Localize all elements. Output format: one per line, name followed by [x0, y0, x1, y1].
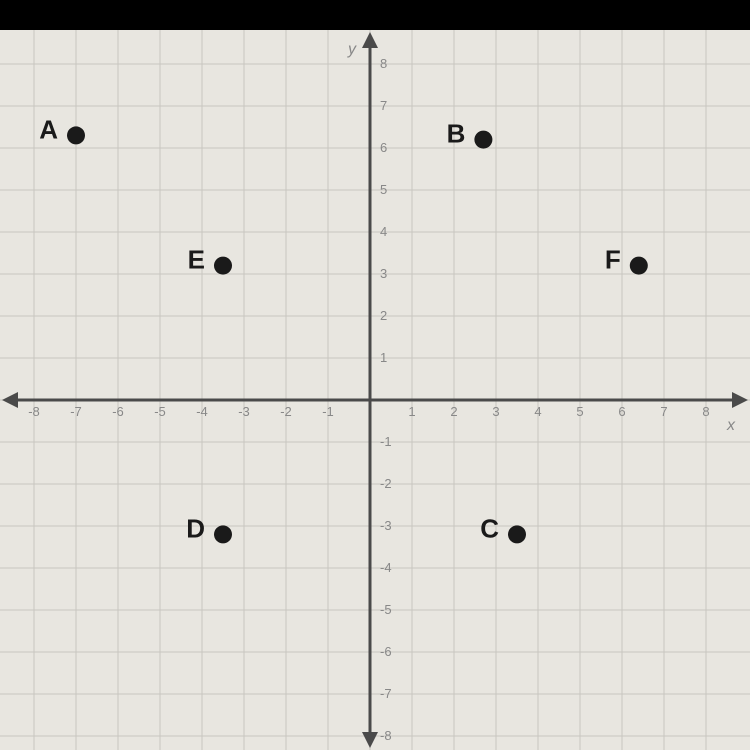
- point-E: [214, 257, 232, 275]
- x-tick-label: -6: [112, 404, 124, 419]
- x-tick-label: -1: [322, 404, 334, 419]
- point-label-A: A: [39, 114, 58, 144]
- x-tick-label: -8: [28, 404, 40, 419]
- y-tick-label: 2: [380, 308, 387, 323]
- x-tick-label: -2: [280, 404, 292, 419]
- x-axis-arrow-right: [732, 392, 748, 408]
- x-tick-label: -7: [70, 404, 82, 419]
- x-tick-label: 4: [534, 404, 541, 419]
- x-tick-label: 3: [492, 404, 499, 419]
- y-tick-label: 8: [380, 56, 387, 71]
- x-tick-label: 5: [576, 404, 583, 419]
- point-C: [508, 525, 526, 543]
- point-label-E: E: [188, 245, 205, 275]
- point-B: [474, 131, 492, 149]
- y-tick-label: -4: [380, 560, 392, 575]
- x-tick-label: 6: [618, 404, 625, 419]
- x-tick-label: 1: [408, 404, 415, 419]
- x-tick-label: 7: [660, 404, 667, 419]
- point-label-D: D: [186, 513, 205, 543]
- y-tick-label: 3: [380, 266, 387, 281]
- y-tick-label: -5: [380, 602, 392, 617]
- x-tick-label: 2: [450, 404, 457, 419]
- x-axis-arrow-left: [2, 392, 18, 408]
- y-axis-arrow-up: [362, 32, 378, 48]
- chart-container: -8 -7 -6 -5 -4 -3 -2 -1 1 2 3 4 5 6 7 8 -8 -7 -6 -5 -4 -3 -2 -1…: [0, 30, 750, 750]
- y-axis-arrow-down: [362, 732, 378, 748]
- y-tick-label: -3: [380, 518, 392, 533]
- plot-svg: -8 -7 -6 -5 -4 -3 -2 -1 1 2 3 4 5 6 7 8 -8 -7 -6 -5 -4 -3 -2 -1…: [0, 30, 750, 750]
- y-tick-label: -8: [380, 728, 392, 743]
- point-label-C: C: [480, 513, 499, 543]
- y-tick-label: -1: [380, 434, 392, 449]
- x-tick-label: -4: [196, 404, 208, 419]
- coordinate-plane: -8 -7 -6 -5 -4 -3 -2 -1 1 2 3 4 5 6 7 8 -8 -7 -6 -5 -4 -3 -2 -1…: [0, 30, 750, 750]
- point-A: [67, 126, 85, 144]
- x-tick-label: -3: [238, 404, 250, 419]
- y-tick-label: -6: [380, 644, 392, 659]
- y-tick-label: 7: [380, 98, 387, 113]
- y-tick-label: -2: [380, 476, 392, 491]
- y-tick-label: -7: [380, 686, 392, 701]
- y-tick-label: 5: [380, 182, 387, 197]
- point-label-F: F: [605, 245, 621, 275]
- y-tick-label: 1: [380, 350, 387, 365]
- point-D: [214, 525, 232, 543]
- point-F: [630, 257, 648, 275]
- x-axis-label: x: [726, 417, 736, 434]
- x-tick-label: -5: [154, 404, 166, 419]
- y-tick-label: 4: [380, 224, 387, 239]
- point-label-B: B: [447, 119, 466, 149]
- y-tick-label: 6: [380, 140, 387, 155]
- y-axis-label: y: [347, 41, 357, 58]
- x-tick-label: 8: [702, 404, 709, 419]
